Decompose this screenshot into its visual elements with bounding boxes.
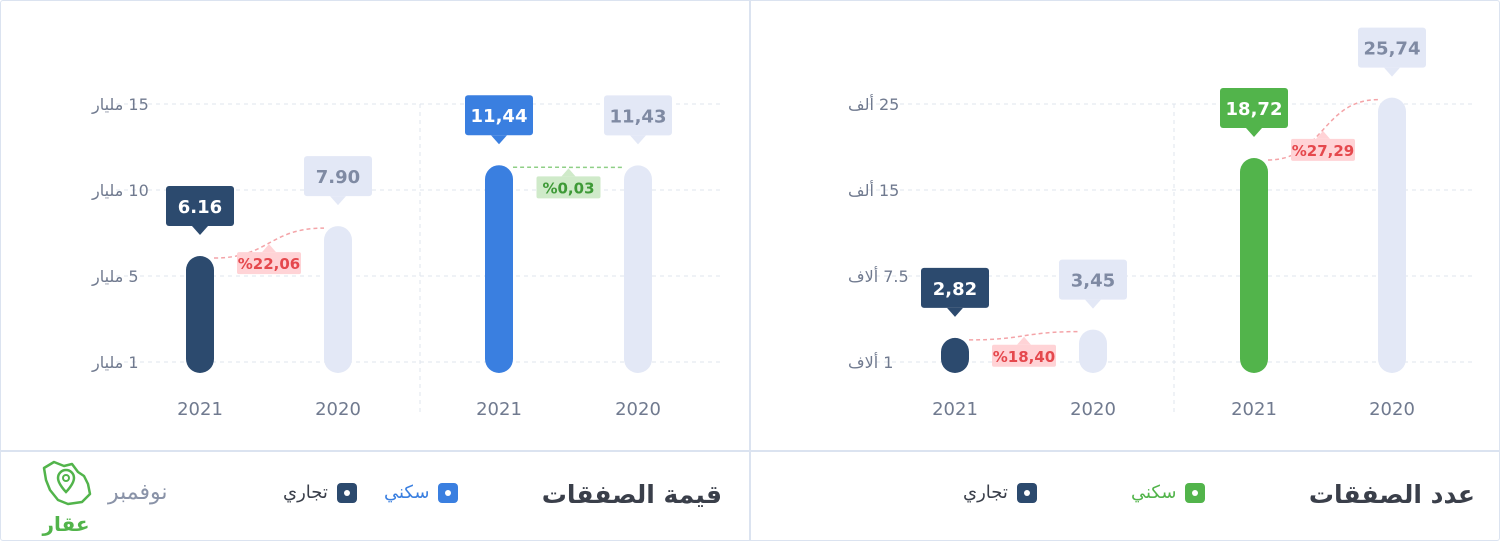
value-callout-pointer (330, 196, 346, 206)
change-connector (213, 227, 325, 259)
x-tick-label: 2020 (1070, 399, 1116, 420)
bar (1079, 329, 1107, 373)
y-tick-label: 5 مليار (91, 267, 139, 287)
change-label: %27,29 (1292, 142, 1354, 160)
legend-label-residential: سكني (384, 482, 430, 503)
bar (1378, 97, 1406, 374)
legend-item-residential: سكني (384, 482, 459, 503)
change-badge (536, 176, 601, 199)
month-label: نوفمبر (108, 480, 168, 505)
charts-canvas: 15 مليار 10 مليار 5 مليار 1 مليار 2021 6.16 20… (91, 27, 1476, 420)
y-tick-label: 25 ألف (848, 94, 899, 114)
value-callout (304, 156, 372, 197)
value-callout (921, 267, 989, 308)
value-callout (1358, 27, 1426, 68)
saudi-map-location-pin-icon: عقار (38, 456, 94, 536)
x-tick-label: 2020 (1369, 399, 1415, 420)
change-connector (968, 330, 1080, 341)
y-tick-label: 7.5 ألاف (848, 266, 909, 286)
right-legend-footer: تجاري سكني عدد الصفقات (751, 452, 1500, 540)
x-tick-label: 2021 (932, 399, 978, 420)
value-callout-pointer (491, 135, 507, 145)
change-badge (1291, 138, 1355, 161)
y-tick-label: 1 مليار (91, 353, 139, 373)
x-tick-label: 2020 (315, 399, 361, 420)
change-badge-pointer (262, 244, 276, 253)
data-label: 18,72 (1226, 99, 1283, 120)
data-label: 11,44 (471, 106, 528, 127)
bar (186, 256, 214, 373)
panel-divider (749, 0, 751, 541)
value-callout-pointer (630, 135, 646, 145)
change-badge-pointer (1017, 336, 1031, 345)
y-tick-label: 1 ألاف (848, 352, 893, 372)
brand-logo-text: عقار (42, 512, 90, 536)
legend-item-residential-count: سكني (1131, 482, 1206, 503)
value-callout (465, 95, 533, 136)
change-label: %22,06 (238, 255, 300, 273)
bar (324, 226, 352, 373)
legend-swatch-commercial-count (1016, 482, 1037, 503)
x-tick-label: 2021 (476, 399, 522, 420)
legend-label-commercial: تجاري (283, 482, 328, 503)
change-badge-pointer (561, 168, 576, 177)
data-label: 25,74 (1364, 39, 1421, 60)
value-callout (604, 95, 672, 136)
data-label: 3,45 (1071, 271, 1115, 292)
data-label: 7.90 (316, 167, 360, 188)
legend-swatch-residential (438, 482, 459, 503)
x-tick-label: 2021 (1231, 399, 1277, 420)
legend-swatch-residential-count (1185, 482, 1206, 503)
right-panel-title: عدد الصفقات (1308, 480, 1475, 509)
change-badge (992, 344, 1056, 367)
legend-label-commercial-count: تجاري (963, 482, 1008, 503)
legend-swatch-commercial (336, 482, 357, 503)
x-tick-label: 2020 (615, 399, 661, 420)
footer-divider (0, 450, 1500, 452)
y-tick-label: 15 ألف (848, 180, 899, 200)
x-tick-label: 2021 (177, 399, 223, 420)
bar (1240, 158, 1268, 373)
legend-item-commercial: تجاري (283, 482, 357, 503)
bar (624, 165, 652, 373)
value-callout-pointer (192, 226, 208, 236)
data-label: 6.16 (178, 197, 222, 218)
y-tick-label: 10 مليار (91, 181, 149, 201)
legend-item-commercial-count: تجاري (963, 482, 1037, 503)
change-badge (237, 252, 301, 275)
value-callout-pointer (1384, 67, 1400, 77)
change-label: %18,40 (993, 348, 1055, 366)
value-callout-pointer (1246, 128, 1262, 138)
left-panel-title: قيمة الصفقات (541, 480, 722, 509)
change-label: %0,03 (542, 179, 594, 197)
data-label: 2,82 (933, 279, 977, 300)
change-badge-pointer (1316, 130, 1330, 139)
bar (941, 337, 969, 373)
value-callout (1220, 88, 1288, 129)
data-label: 11,43 (610, 106, 667, 127)
change-connector (1267, 98, 1379, 161)
left-legend-footer: عقار نوفمبر تجاري سكني قيمة الصفقات (0, 452, 749, 540)
value-callout (1059, 259, 1127, 300)
value-callout-pointer (947, 307, 963, 317)
y-tick-label: 15 مليار (91, 95, 149, 115)
value-callout (166, 186, 234, 227)
legend-label-residential-count: سكني (1131, 482, 1177, 503)
bar (485, 165, 513, 373)
value-callout-pointer (1085, 299, 1101, 309)
